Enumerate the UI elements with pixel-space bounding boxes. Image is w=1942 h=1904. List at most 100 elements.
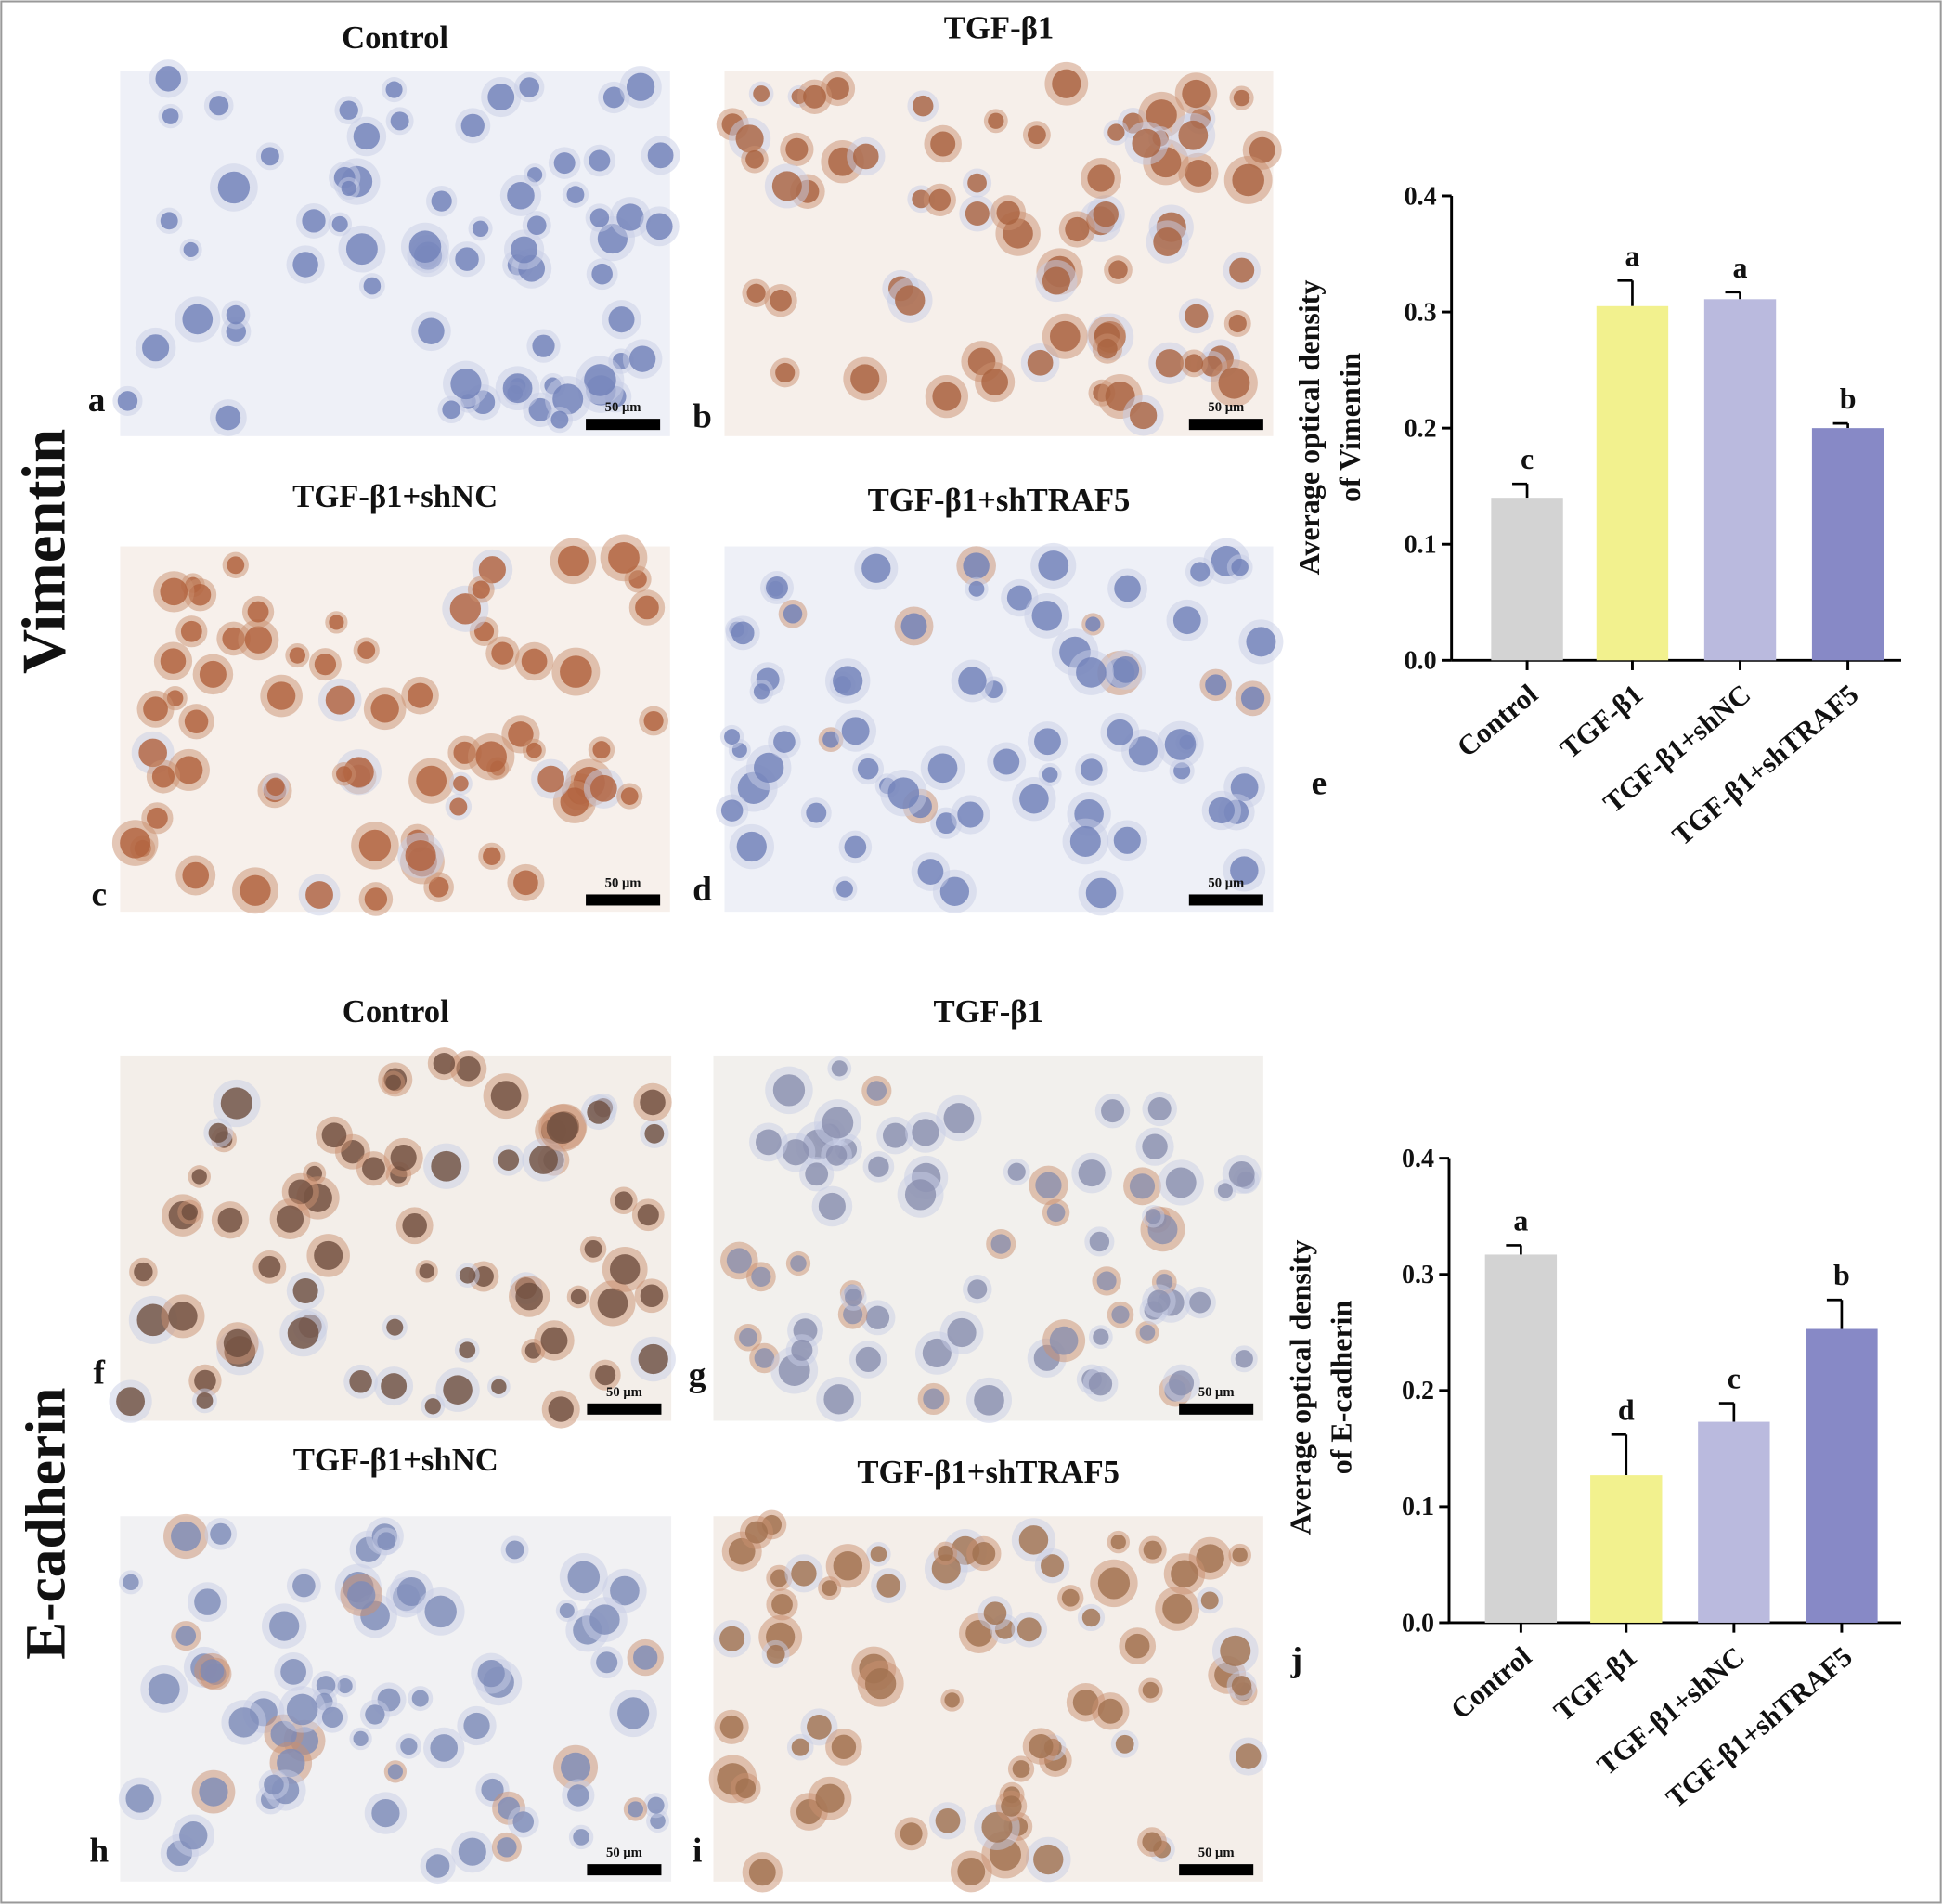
panel-title: TGF-β1+shTRAF5 xyxy=(857,1454,1120,1490)
cell-nucleus xyxy=(1069,825,1101,857)
cell-nucleus xyxy=(876,1574,900,1598)
cell-nucleus xyxy=(996,201,1020,225)
cell-nucleus xyxy=(1132,128,1161,158)
cell-nucleus xyxy=(215,405,241,431)
cell-nucleus xyxy=(850,364,880,394)
cell-nucleus xyxy=(967,173,987,193)
cell-nucleus xyxy=(386,1318,404,1336)
cell-nucleus xyxy=(1065,216,1090,242)
cell-nucleus xyxy=(419,1263,434,1279)
cell-nucleus xyxy=(168,1302,198,1331)
cell-nucleus xyxy=(433,1052,456,1075)
bar xyxy=(1491,498,1563,661)
cell-nucleus xyxy=(160,212,178,230)
cell-nucleus xyxy=(162,108,179,124)
cell-nucleus xyxy=(736,831,767,862)
cell-nucleus xyxy=(483,847,501,866)
cell-nucleus xyxy=(868,1156,889,1178)
cell-nucleus xyxy=(1129,1173,1156,1199)
cell-nucleus xyxy=(1018,1525,1049,1555)
cell-nucleus xyxy=(341,180,356,197)
cell-nucleus xyxy=(490,1081,522,1111)
cell-nucleus xyxy=(751,1266,771,1287)
cell-nucleus xyxy=(567,1784,589,1807)
cell-nucleus xyxy=(1139,1325,1156,1341)
cell-nucleus xyxy=(385,1074,402,1091)
cell-nucleus xyxy=(349,1370,372,1393)
cell-nucleus xyxy=(773,731,796,753)
y-tick-label: 0.3 xyxy=(1405,298,1437,327)
cell-nucleus xyxy=(1052,69,1081,98)
scale-bar xyxy=(587,1403,662,1415)
cell-nucleus xyxy=(513,870,538,896)
cell-nucleus xyxy=(807,1715,832,1740)
bar xyxy=(1590,1475,1663,1623)
cell-nucleus xyxy=(783,604,803,624)
cell-nucleus xyxy=(745,149,764,169)
cell-nucleus xyxy=(472,220,489,237)
cell-nucleus xyxy=(1108,260,1128,279)
cell-nucleus xyxy=(1142,1832,1162,1852)
cell-nucleus xyxy=(1027,349,1054,376)
cell-nucleus xyxy=(339,100,358,120)
cell-nucleus xyxy=(927,753,958,784)
panel-title: TGF-β1+shNC xyxy=(293,1442,498,1478)
cell-nucleus xyxy=(815,1783,845,1813)
cell-nucleus xyxy=(1107,123,1125,141)
cell-nucleus xyxy=(1111,1305,1130,1324)
cell-nucleus xyxy=(573,1829,589,1846)
cell-nucleus xyxy=(548,1396,574,1422)
cell-nucleus xyxy=(363,277,382,295)
cell-nucleus xyxy=(459,1267,476,1284)
panel-letter: h xyxy=(89,1832,109,1870)
cell-nucleus xyxy=(1019,784,1049,814)
cell-nucleus xyxy=(608,541,640,574)
scale-bar-label: 50 μm xyxy=(1198,1846,1235,1860)
significance-letter: c xyxy=(1728,1362,1741,1395)
cell-nucleus xyxy=(638,1343,668,1375)
cell-nucleus xyxy=(983,1601,1007,1626)
cell-nucleus xyxy=(182,861,210,889)
bar xyxy=(1806,1328,1878,1623)
cell-nucleus xyxy=(1142,1681,1159,1699)
cell-nucleus xyxy=(209,96,229,116)
cell-nucleus xyxy=(560,787,589,817)
cell-nucleus xyxy=(1078,1159,1106,1187)
cell-nucleus xyxy=(771,171,802,201)
cell-nucleus xyxy=(939,876,970,906)
cell-nucleus xyxy=(826,77,849,100)
cell-nucleus xyxy=(1049,320,1081,352)
cell-nucleus xyxy=(136,1303,170,1337)
cell-nucleus xyxy=(287,1317,319,1349)
cell-nucleus xyxy=(861,553,891,583)
cell-nucleus xyxy=(519,77,539,97)
cell-nucleus xyxy=(266,681,296,710)
cell-nucleus xyxy=(1155,349,1185,378)
significance-letter: b xyxy=(1833,1258,1850,1291)
cell-nucleus xyxy=(491,641,514,665)
cell-nucleus xyxy=(175,1626,197,1646)
cell-nucleus xyxy=(1169,1370,1195,1396)
cell-nucleus xyxy=(550,410,569,429)
cell-nucleus xyxy=(408,230,442,263)
cell-nucleus xyxy=(1147,1097,1172,1120)
panel-title: Control xyxy=(343,993,449,1030)
cell-nucleus xyxy=(1112,655,1140,683)
cell-nucleus xyxy=(314,1240,343,1270)
cell-nucleus xyxy=(191,1169,207,1185)
cell-nucleus xyxy=(146,807,168,829)
cell-nucleus xyxy=(428,876,449,898)
cell-nucleus xyxy=(932,382,962,411)
cell-nucleus xyxy=(591,263,613,285)
bar xyxy=(1811,428,1884,661)
cell-nucleus xyxy=(635,595,659,620)
cell-nucleus xyxy=(188,583,212,606)
cell-nucleus xyxy=(833,1550,863,1581)
cell-nucleus xyxy=(390,111,409,131)
cell-nucleus xyxy=(1088,1372,1113,1396)
cell-nucleus xyxy=(823,1384,854,1415)
cell-nucleus xyxy=(260,147,279,166)
cell-nucleus xyxy=(424,1398,441,1415)
cell-nucleus xyxy=(1236,1743,1262,1769)
cell-nucleus xyxy=(160,577,188,606)
